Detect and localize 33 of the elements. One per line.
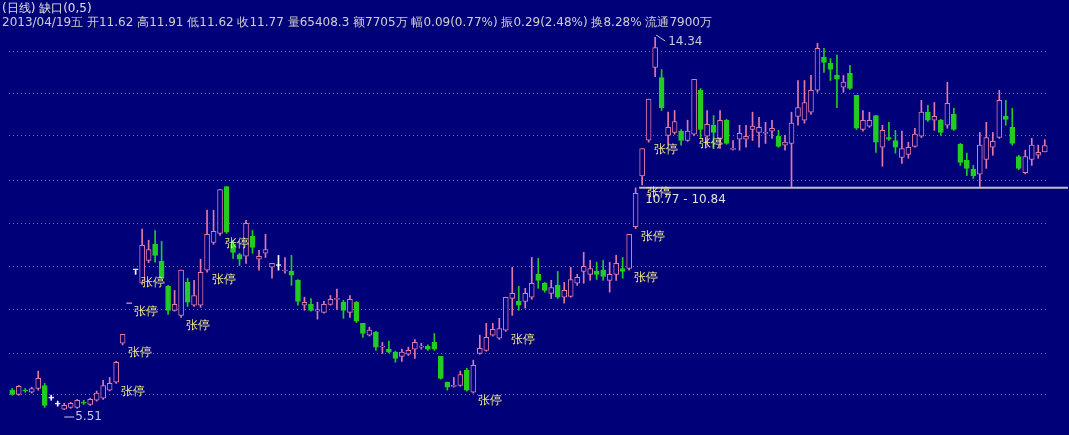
text: 张停 [134,303,159,318]
candlestick [795,80,801,126]
text: 张停 [510,331,535,346]
candlestick [535,258,542,289]
text: 张停 [121,383,146,398]
candlestick [515,285,522,311]
chart-subtitle: 2013/04/19五 开11.62 高11.91 低11.62 收11.77 量65408.3 额7705万 幅0.09(0.77%) 振0.29(2.48%) 换8.28% 流通7900万 [2,14,712,31]
text: 张停 [212,272,237,287]
annotation: 5.51 [75,409,102,424]
text: 张停 [127,345,152,360]
text: 张停 [634,270,659,285]
candlestick [593,261,600,280]
candlestick [606,261,613,293]
candlestick [54,400,61,407]
candlestick [1002,100,1009,126]
candlestick [509,266,516,316]
candlestick [334,288,340,310]
text: 张停 [640,228,665,243]
candlestick [22,388,29,393]
candlestick [580,252,587,284]
candlestick [256,249,262,271]
candlestick [756,116,762,148]
candlestick [769,119,775,139]
chart-title: (日线) 缺口(0,5) [2,0,92,16]
candlestick [821,48,827,73]
text: 张停 [653,142,678,157]
candlestick [834,54,840,108]
candlestick [743,124,749,148]
candlestick [886,122,892,141]
candlestick [282,257,288,274]
text: 张停 [186,317,211,332]
text: 张停 [478,393,503,408]
annotation: 14.34 [668,34,703,49]
